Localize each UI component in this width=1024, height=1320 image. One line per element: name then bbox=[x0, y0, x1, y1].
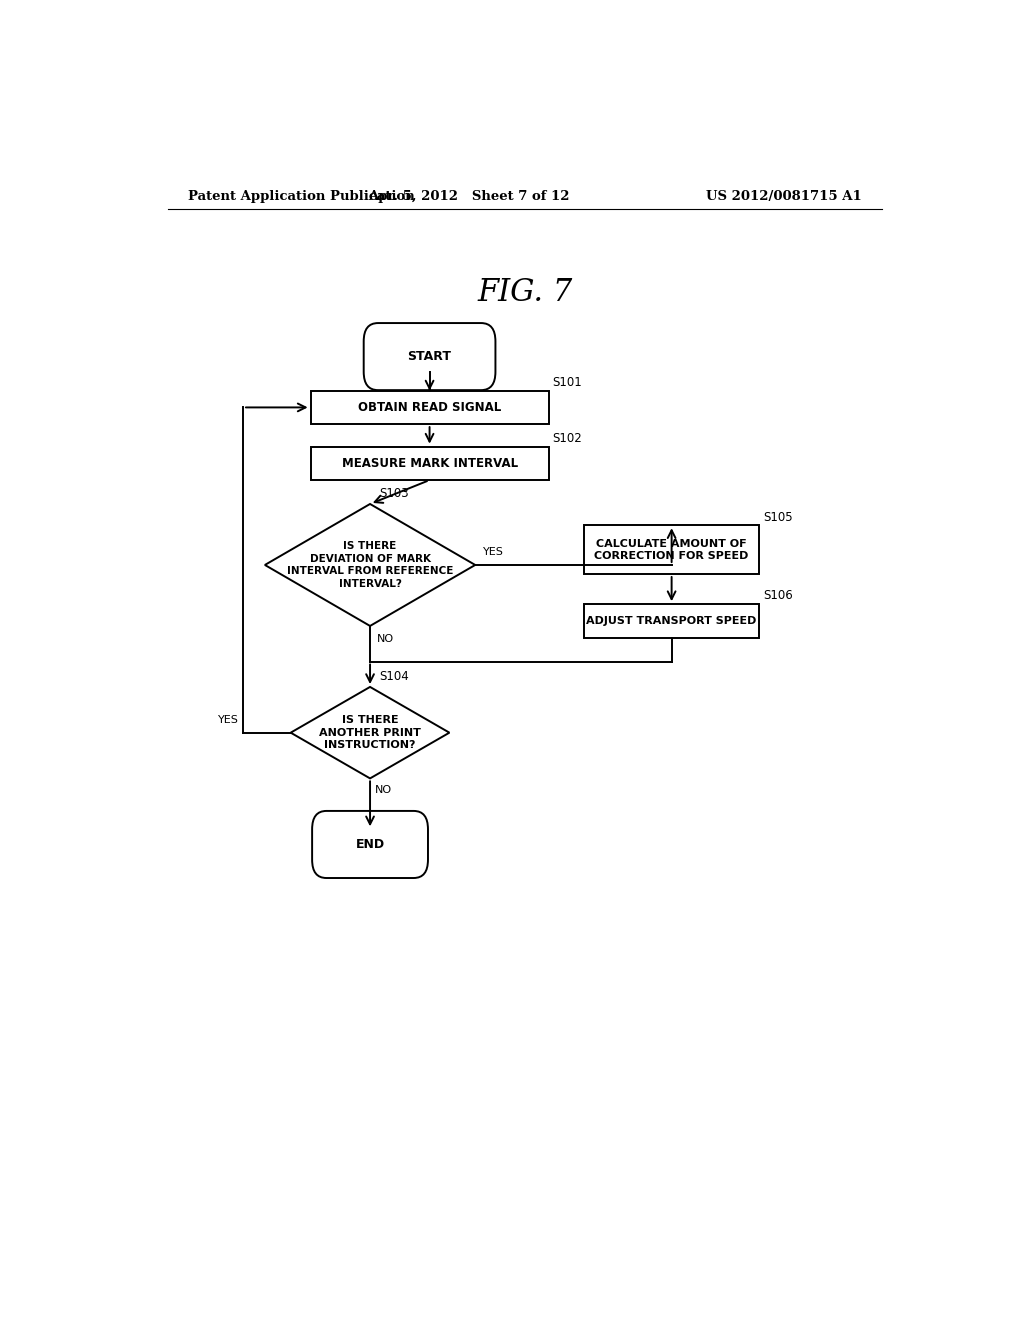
Text: US 2012/0081715 A1: US 2012/0081715 A1 bbox=[707, 190, 862, 202]
Text: START: START bbox=[408, 350, 452, 363]
Text: S101: S101 bbox=[553, 376, 583, 389]
Text: S102: S102 bbox=[553, 432, 583, 445]
Text: S106: S106 bbox=[763, 590, 793, 602]
Text: NO: NO bbox=[375, 784, 392, 795]
FancyBboxPatch shape bbox=[364, 323, 496, 391]
Text: FIG. 7: FIG. 7 bbox=[477, 277, 572, 308]
Text: CALCULATE AMOUNT OF
CORRECTION FOR SPEED: CALCULATE AMOUNT OF CORRECTION FOR SPEED bbox=[594, 539, 749, 561]
Text: S103: S103 bbox=[380, 487, 410, 500]
Text: ADJUST TRANSPORT SPEED: ADJUST TRANSPORT SPEED bbox=[587, 616, 757, 626]
Text: Patent Application Publication: Patent Application Publication bbox=[187, 190, 415, 202]
Polygon shape bbox=[265, 504, 475, 626]
Text: NO: NO bbox=[377, 634, 393, 644]
Bar bbox=[585, 605, 759, 638]
Text: YES: YES bbox=[483, 546, 504, 557]
Text: IS THERE
ANOTHER PRINT
INSTRUCTION?: IS THERE ANOTHER PRINT INSTRUCTION? bbox=[319, 715, 421, 751]
Text: END: END bbox=[355, 838, 385, 851]
Text: IS THERE
DEVIATION OF MARK
INTERVAL FROM REFERENCE
INTERVAL?: IS THERE DEVIATION OF MARK INTERVAL FROM… bbox=[287, 541, 454, 589]
Bar bbox=[310, 391, 549, 424]
Text: Apr. 5, 2012   Sheet 7 of 12: Apr. 5, 2012 Sheet 7 of 12 bbox=[369, 190, 570, 202]
Text: S105: S105 bbox=[763, 511, 793, 524]
FancyBboxPatch shape bbox=[312, 810, 428, 878]
Text: YES: YES bbox=[218, 714, 239, 725]
Bar bbox=[585, 525, 759, 574]
Polygon shape bbox=[291, 686, 450, 779]
Bar bbox=[310, 446, 549, 480]
Text: MEASURE MARK INTERVAL: MEASURE MARK INTERVAL bbox=[342, 457, 517, 470]
Text: OBTAIN READ SIGNAL: OBTAIN READ SIGNAL bbox=[358, 401, 501, 414]
Text: S104: S104 bbox=[380, 671, 410, 684]
